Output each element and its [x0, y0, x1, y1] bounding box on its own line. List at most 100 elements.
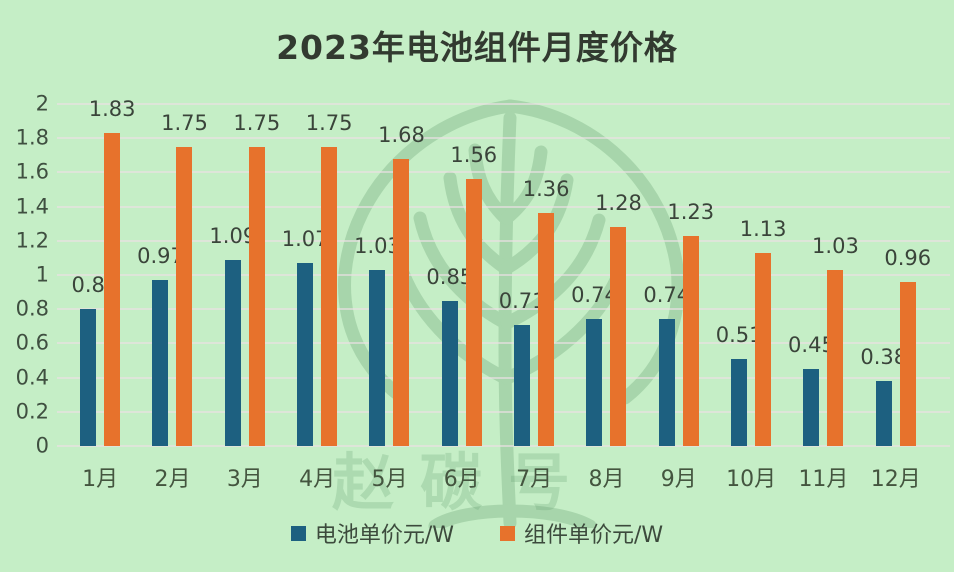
- bar-group: 0.85 1.56: [426, 104, 498, 446]
- x-axis-tick-label: 6月: [443, 467, 480, 492]
- legend: 电池单价元/W 组件单价元/W: [0, 517, 954, 549]
- gridline: [57, 410, 950, 413]
- bar-value-label: 1.83: [88, 97, 136, 122]
- bar-value-label: 1.75: [305, 110, 353, 135]
- bar-group: 0.38 0.96: [860, 104, 932, 446]
- x-axis-tick-label: 4月: [299, 467, 336, 492]
- legend-swatch-icon: [290, 525, 306, 541]
- gridline: [57, 342, 950, 345]
- gridline: [57, 376, 950, 379]
- x-axis-tick-label: 11月: [798, 467, 849, 492]
- bar-group: 0.71 1.36: [498, 104, 570, 446]
- y-axis-tick-label: 1: [35, 262, 49, 287]
- bar-value-label: 0.51: [715, 322, 763, 347]
- bar-module: 1.36: [523, 177, 570, 446]
- bar-battery: 0.74: [571, 283, 618, 446]
- x-axis-tick-label: 5月: [371, 467, 408, 492]
- bar-module: 1.75: [161, 111, 208, 446]
- y-axis-tick-label: 1.4: [15, 194, 49, 219]
- x-axis-tick-label: 3月: [226, 467, 263, 492]
- x-axis-tick-label: 8月: [588, 467, 625, 492]
- y-axis-tick-label: 0: [35, 433, 49, 458]
- bar-battery: 0.85: [426, 265, 473, 446]
- y-axis-tick-label: 2: [35, 91, 49, 116]
- bar-value-label: 1.75: [233, 110, 281, 135]
- bar-value-label: 0.74: [571, 283, 618, 308]
- bar-value-label: 1.36: [522, 177, 570, 202]
- bar-battery: 1.07: [282, 227, 329, 446]
- bar-value-label: 0.45: [788, 333, 835, 358]
- bar-value-label: 1.03: [354, 233, 401, 258]
- x-axis-tick-label: 2月: [154, 467, 191, 492]
- gridline: [57, 308, 950, 311]
- bar-value-label: 0.74: [643, 283, 691, 308]
- y-axis-tick-label: 0.8: [15, 296, 49, 321]
- bar-value-label: 1.28: [595, 191, 642, 216]
- legend-label: 电池单价元/W: [314, 523, 454, 548]
- x-axis-tick-label: 9月: [660, 467, 697, 492]
- bar-module: 0.96: [884, 246, 931, 446]
- x-axis-tick-label: 1月: [82, 467, 119, 492]
- y-axis-tick-label: 1.2: [15, 228, 49, 253]
- bar-module: 1.13: [740, 217, 786, 446]
- bar-value-label: 1.09: [209, 223, 257, 248]
- legend-swatch-icon: [500, 525, 515, 541]
- bar-group: 0.51 1.13: [715, 104, 787, 446]
- gridline: [57, 274, 950, 276]
- plot-area: 0.8 1.83 0.97 1.75 1.09 1.75 1.07 1.75 1.03 1.68 0…: [16, 92, 950, 492]
- legend-label: 组件单价元/W: [524, 523, 664, 548]
- bar-group: 1.07 1.75: [281, 104, 353, 446]
- chart-title: 2023年电池组件月度价格: [276, 28, 678, 67]
- bar-value-label: 1.23: [667, 199, 715, 224]
- bar-battery: 1.03: [354, 234, 401, 446]
- bar-group: 0.97 1.75: [136, 104, 208, 446]
- bar-value-label: 0.97: [137, 244, 184, 269]
- bar-value-label: 1.75: [161, 110, 208, 135]
- bar-battery: 0.71: [499, 289, 546, 446]
- bar-value-label: 1.56: [450, 143, 498, 168]
- bar-battery: 0.45: [788, 333, 835, 446]
- legend-item: 组件单价元/W: [500, 517, 663, 549]
- y-axis-tick-label: 1.8: [15, 125, 49, 150]
- bar-value-label: 0.38: [860, 345, 908, 370]
- bar-value-label: 0.85: [426, 264, 474, 289]
- gridline: [57, 171, 950, 174]
- bar-battery: 1.09: [209, 224, 256, 446]
- bar-group: 0.8 1.83: [64, 97, 136, 446]
- bar-module: 1.56: [450, 143, 497, 446]
- bar-value-label: 1.13: [739, 216, 787, 241]
- bar-value-label: 0.71: [498, 288, 546, 313]
- bar-value-label: 1.03: [812, 233, 859, 258]
- bar-groups: 0.8 1.83 0.97 1.75 1.09 1.75 1.07 1.75 1.03 1.68 0…: [64, 97, 932, 446]
- gridline: [57, 239, 950, 242]
- bar-value-label: 0.8: [71, 273, 105, 298]
- x-axis-tick-label: 12月: [870, 467, 921, 492]
- bar-group: 0.45 1.03: [787, 104, 859, 446]
- bar-module: 1.23: [667, 200, 714, 446]
- legend-item: 电池单价元/W: [290, 517, 454, 549]
- bar-group: 1.09 1.75: [209, 104, 281, 446]
- y-axis-tick-label: 0.6: [15, 330, 49, 355]
- x-axis-tick-label: 7月: [516, 467, 553, 492]
- y-axis-tick-label: 0.4: [15, 365, 49, 390]
- bar-module: 1.68: [378, 123, 425, 446]
- bar-group: 0.74 1.23: [643, 104, 715, 446]
- bar-value-label: 1.07: [281, 227, 329, 252]
- bar-module: 1.75: [233, 111, 280, 446]
- bar-module: 1.28: [595, 191, 642, 446]
- y-axis-tick-label: 0.2: [15, 399, 49, 424]
- x-axis-tick-label: 10月: [726, 467, 777, 492]
- bar-battery: 0.8: [71, 273, 105, 446]
- bar-battery: 0.74: [643, 283, 690, 446]
- bar-battery: 0.51: [716, 323, 762, 446]
- x-axis-labels: 1月 2月 3月 4月 5月 6月 7月 8月 9月 10月 11月 12月: [64, 446, 932, 493]
- gridline: [57, 137, 950, 140]
- y-axis-tick-label: 1.6: [15, 159, 49, 184]
- gridline: [57, 445, 950, 447]
- gridline: [57, 205, 950, 208]
- bar-value-label: 1.68: [378, 122, 425, 147]
- bar-battery: 0.38: [860, 345, 907, 446]
- bar-module: 1.83: [89, 97, 136, 446]
- gridline: [57, 103, 950, 105]
